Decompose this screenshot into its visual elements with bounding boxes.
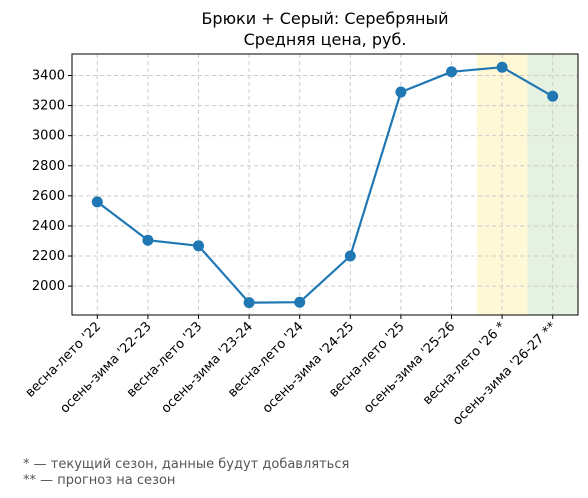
y-tick-label-6: 3200 (32, 99, 65, 114)
plot-frame (71, 53, 579, 316)
y-tick-label-3: 2600 (32, 189, 65, 204)
series-lines (96, 66, 554, 304)
highlight-band-0 (476, 54, 528, 315)
y-tick-label-5: 3000 (32, 129, 65, 144)
footnote-current-season: * — текущий сезон, данные будут добавлят… (23, 457, 350, 472)
y-tick-label-2: 2400 (32, 219, 65, 234)
data-points (91, 61, 559, 309)
y-tick-label-4: 2800 (32, 159, 65, 174)
chart-title: Брюки + Серый: Серебряный (201, 9, 448, 28)
data-point-1 (142, 234, 154, 246)
data-point-2 (193, 240, 204, 252)
data-point-4 (294, 296, 306, 308)
x-tick-label-7: осень-зима '25-26 (361, 319, 458, 416)
footnote-forecast: ** — прогноз на сезон (23, 473, 176, 488)
data-point-3 (243, 297, 255, 309)
grid-lines (72, 54, 578, 315)
data-point-8 (496, 61, 508, 73)
y-tick-label-7: 3400 (32, 69, 65, 84)
x-tick-label-1: осень-зима '22-23 (57, 319, 154, 416)
series-line-0 (96, 66, 554, 304)
data-point-5 (344, 250, 356, 262)
x-tick-label-5: осень-зима '24-25 (260, 319, 357, 416)
chart-subtitle: Средняя цена, руб. (244, 30, 407, 49)
data-point-7 (446, 66, 457, 78)
x-tick-label-3: осень-зима '23-24 (159, 319, 256, 416)
y-axis: 2000 2200 2400 2600 2800 3000 3200 3400 (32, 69, 72, 294)
x-tick-label-9: осень-зима '26-27 ** (450, 319, 560, 429)
y-tick-label-0: 2000 (32, 279, 65, 294)
data-point-0 (91, 196, 103, 208)
season-highlights (476, 54, 578, 315)
data-point-9 (547, 90, 559, 102)
y-tick-label-1: 2200 (32, 249, 65, 264)
data-point-6 (395, 86, 407, 98)
